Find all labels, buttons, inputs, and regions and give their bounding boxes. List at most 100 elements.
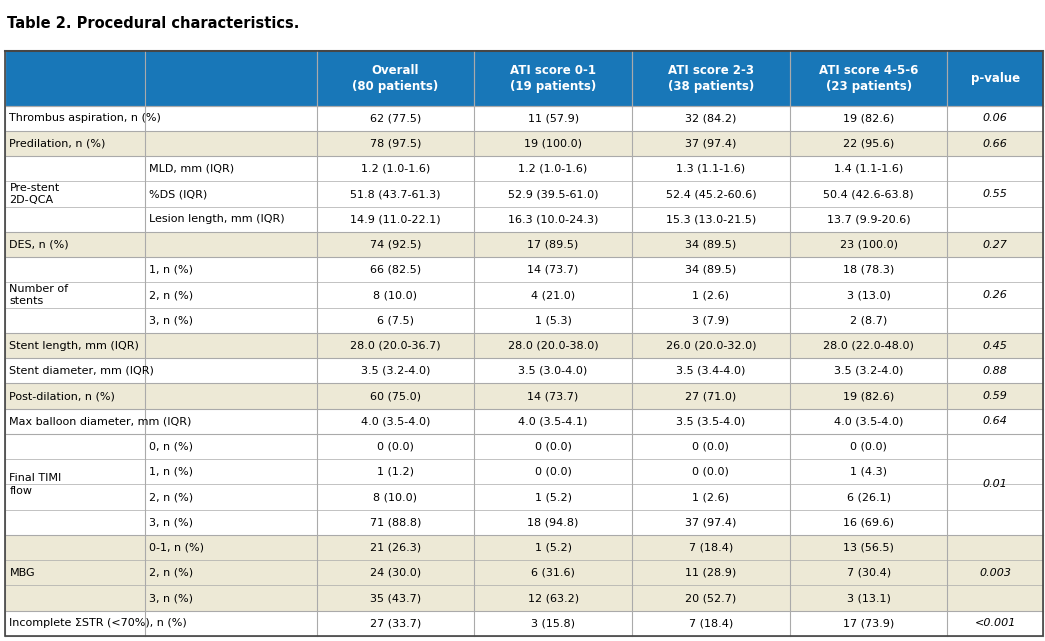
Bar: [5, 156, 1043, 181]
Text: 19 (82.6): 19 (82.6): [843, 113, 895, 123]
Bar: [5, 535, 1043, 560]
Text: 7 (18.4): 7 (18.4): [689, 542, 733, 553]
Text: 14.9 (11.0-22.1): 14.9 (11.0-22.1): [350, 214, 441, 224]
Text: Incomplete ΣSTR (<70%), n (%): Incomplete ΣSTR (<70%), n (%): [9, 619, 187, 628]
Text: 3.5 (3.2-4.0): 3.5 (3.2-4.0): [361, 366, 431, 376]
Text: 1 (2.6): 1 (2.6): [693, 492, 729, 502]
Text: 1 (5.2): 1 (5.2): [535, 492, 572, 502]
Text: Number of
stents: Number of stents: [9, 284, 69, 306]
Text: 0 (0.0): 0 (0.0): [693, 467, 729, 477]
Text: 2, n (%): 2, n (%): [149, 568, 193, 578]
Text: 34 (89.5): 34 (89.5): [686, 265, 737, 275]
Text: 17 (73.9): 17 (73.9): [843, 619, 895, 628]
Bar: [5, 585, 1043, 611]
Text: p-value: p-value: [971, 72, 1020, 85]
Text: <0.001: <0.001: [975, 619, 1016, 628]
Text: 26.0 (20.0-32.0): 26.0 (20.0-32.0): [666, 340, 757, 351]
Text: 27 (33.7): 27 (33.7): [370, 619, 421, 628]
Text: Lesion length, mm (IQR): Lesion length, mm (IQR): [149, 214, 285, 224]
Text: 0 (0.0): 0 (0.0): [535, 442, 572, 451]
Text: 1, n (%): 1, n (%): [149, 265, 193, 275]
Text: 52.4 (45.2-60.6): 52.4 (45.2-60.6): [666, 189, 757, 199]
Text: 1.3 (1.1-1.6): 1.3 (1.1-1.6): [676, 164, 745, 174]
Text: MBG: MBG: [9, 568, 36, 578]
Text: 12 (63.2): 12 (63.2): [528, 593, 579, 603]
Text: Max balloon diameter, mm (IQR): Max balloon diameter, mm (IQR): [9, 416, 192, 426]
Text: 14 (73.7): 14 (73.7): [528, 265, 579, 275]
Text: 1 (2.6): 1 (2.6): [693, 290, 729, 300]
Bar: [5, 131, 1043, 156]
Text: 74 (92.5): 74 (92.5): [370, 240, 421, 249]
Bar: [5, 51, 1043, 106]
Bar: [5, 358, 1043, 383]
Text: 1 (1.2): 1 (1.2): [377, 467, 414, 477]
Text: 7 (30.4): 7 (30.4): [846, 568, 890, 578]
Text: 18 (78.3): 18 (78.3): [843, 265, 895, 275]
Text: 28.0 (20.0-38.0): 28.0 (20.0-38.0): [508, 340, 599, 351]
Text: 28.0 (22.0-48.0): 28.0 (22.0-48.0): [823, 340, 914, 351]
Text: 8 (10.0): 8 (10.0): [373, 290, 417, 300]
Bar: [5, 510, 1043, 535]
Text: 0.55: 0.55: [982, 189, 1007, 199]
Text: 1 (4.3): 1 (4.3): [850, 467, 887, 477]
Text: 0 (0.0): 0 (0.0): [377, 442, 414, 451]
Text: 2 (8.7): 2 (8.7): [850, 315, 887, 326]
Text: 6 (26.1): 6 (26.1): [846, 492, 890, 502]
Bar: [5, 308, 1043, 333]
Text: 3 (13.0): 3 (13.0): [846, 290, 890, 300]
Text: 3.5 (3.0-4.0): 3.5 (3.0-4.0): [518, 366, 587, 376]
Text: Stent diameter, mm (IQR): Stent diameter, mm (IQR): [9, 366, 155, 376]
Text: ATI score 2-3
(38 patients): ATI score 2-3 (38 patients): [668, 63, 754, 94]
Text: 17 (89.5): 17 (89.5): [528, 240, 579, 249]
Text: 0.66: 0.66: [982, 138, 1007, 149]
Text: 19 (100.0): 19 (100.0): [525, 138, 582, 149]
Text: MLD, mm (IQR): MLD, mm (IQR): [149, 164, 235, 174]
Text: 2, n (%): 2, n (%): [149, 492, 193, 502]
Text: 1.2 (1.0-1.6): 1.2 (1.0-1.6): [361, 164, 431, 174]
Text: 62 (77.5): 62 (77.5): [370, 113, 421, 123]
Text: 50.4 (42.6-63.8): 50.4 (42.6-63.8): [823, 189, 914, 199]
Text: 21 (26.3): 21 (26.3): [370, 542, 421, 553]
Text: 1 (5.2): 1 (5.2): [535, 542, 572, 553]
Text: Thrombus aspiration, n (%): Thrombus aspiration, n (%): [9, 113, 161, 123]
Text: 4.0 (3.5-4.0): 4.0 (3.5-4.0): [361, 416, 431, 426]
Text: 11 (57.9): 11 (57.9): [528, 113, 579, 123]
Bar: [5, 459, 1043, 485]
Text: 37 (97.4): 37 (97.4): [686, 138, 737, 149]
Text: 1.2 (1.0-1.6): 1.2 (1.0-1.6): [518, 164, 587, 174]
Bar: [5, 409, 1043, 434]
Text: 1 (5.3): 1 (5.3): [535, 315, 572, 326]
Text: 71 (88.8): 71 (88.8): [370, 517, 421, 528]
Text: 60 (75.0): 60 (75.0): [370, 391, 421, 401]
Text: 3 (15.8): 3 (15.8): [531, 619, 575, 628]
Text: 16.3 (10.0-24.3): 16.3 (10.0-24.3): [508, 214, 599, 224]
Text: 0 (0.0): 0 (0.0): [693, 442, 729, 451]
Text: 4 (21.0): 4 (21.0): [531, 290, 575, 300]
Bar: [5, 283, 1043, 308]
Text: 4.0 (3.5-4.1): 4.0 (3.5-4.1): [518, 416, 587, 426]
Bar: [5, 485, 1043, 510]
Text: 0.26: 0.26: [982, 290, 1007, 300]
Text: 0 (0.0): 0 (0.0): [535, 467, 572, 477]
Text: 27 (71.0): 27 (71.0): [686, 391, 737, 401]
Text: 0.01: 0.01: [982, 479, 1007, 490]
Text: 18 (94.8): 18 (94.8): [528, 517, 579, 528]
Bar: [5, 232, 1043, 257]
Text: ATI score 4-5-6
(23 patients): ATI score 4-5-6 (23 patients): [819, 63, 919, 94]
Text: 23 (100.0): 23 (100.0): [839, 240, 898, 249]
Text: 14 (73.7): 14 (73.7): [528, 391, 579, 401]
Text: 3.5 (3.5-4.0): 3.5 (3.5-4.0): [676, 416, 745, 426]
Bar: [5, 333, 1043, 358]
Text: 0.88: 0.88: [982, 366, 1007, 376]
Text: 24 (30.0): 24 (30.0): [370, 568, 421, 578]
Text: 78 (97.5): 78 (97.5): [370, 138, 421, 149]
Text: ATI score 0-1
(19 patients): ATI score 0-1 (19 patients): [510, 63, 597, 94]
Text: 11 (28.9): 11 (28.9): [686, 568, 737, 578]
Text: 66 (82.5): 66 (82.5): [370, 265, 421, 275]
Text: 3.5 (3.2-4.0): 3.5 (3.2-4.0): [834, 366, 903, 376]
Bar: [5, 207, 1043, 232]
Text: 0.45: 0.45: [982, 340, 1007, 351]
Text: Final TIMI
flow: Final TIMI flow: [9, 473, 62, 495]
Text: DES, n (%): DES, n (%): [9, 240, 69, 249]
Text: 32 (84.2): 32 (84.2): [686, 113, 737, 123]
